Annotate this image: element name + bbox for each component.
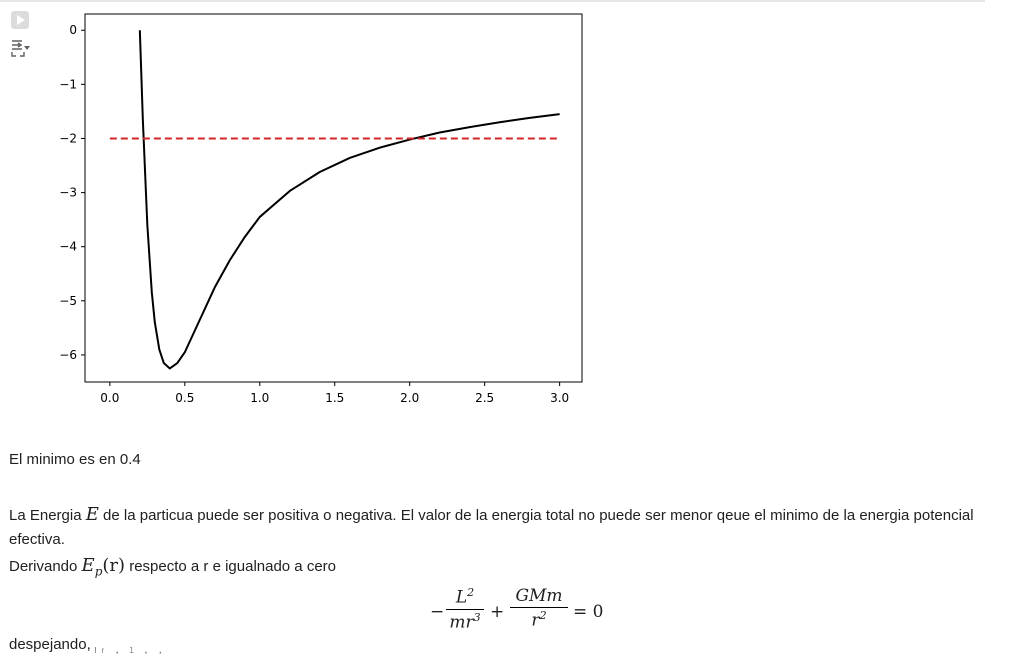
eq-den2-base: r — [531, 610, 540, 631]
x-tick-label: 1.0 — [250, 391, 269, 405]
energy-symbol: E — [85, 504, 99, 525]
eq-den1-base: mr — [449, 612, 474, 633]
x-tick-label: 2.0 — [400, 391, 419, 405]
line-chart: 0.0 0.5 1.0 1.5 2.0 2.5 3.0 0 −1 −2 −3 −4 −5 −6 — [59, 13, 583, 405]
eq-den1-sup: 3 — [473, 610, 481, 624]
eq-num1-base: L — [455, 587, 468, 608]
derivative-text-b: respecto a r e igualnado a cero — [125, 558, 336, 575]
eq-plus: + — [490, 602, 505, 622]
eq-fraction-1: L2 mr3 — [446, 586, 484, 632]
potential-symbol-arg: (r) — [102, 555, 126, 576]
eq-fraction-2: GMm r2 — [510, 586, 568, 631]
cell-top-border — [0, 0, 985, 2]
x-tick-label: 0.0 — [100, 391, 119, 405]
plot-frame — [84, 13, 583, 383]
eq-rhs: = 0 — [573, 602, 604, 622]
cell-gutter — [0, 0, 40, 653]
y-tick-label: −4 — [59, 240, 77, 254]
eq-numerator-1: L2 — [446, 586, 484, 608]
y-tick-label: −2 — [59, 131, 77, 145]
potential-symbol: Ep(r) — [81, 555, 126, 579]
output-collapse-icon — [11, 40, 30, 57]
y-tick-label: −3 — [59, 186, 77, 200]
eq-denominator-2: r2 — [510, 609, 568, 631]
eq-minus: − — [430, 602, 445, 622]
play-icon — [11, 11, 29, 29]
x-tick-label: 0.5 — [175, 391, 194, 405]
x-tick-label: 1.5 — [325, 391, 344, 405]
equation: − L2 mr3 + GMm r2 = 0 — [430, 586, 630, 642]
minimum-paragraph: El minimo es en 0.4 — [9, 448, 1009, 472]
eq-numerator-2: GMm — [515, 586, 563, 606]
energy-text-a: La Energia — [9, 507, 86, 524]
derivative-paragraph: Derivando Ep(r) respecto a r e igualnado… — [9, 554, 1009, 584]
run-cell-button[interactable] — [10, 10, 30, 30]
code-peek: ᴵʳ · ˡ · · — [92, 646, 165, 660]
energy-text: La Energia E de la particua puede ser po… — [9, 503, 1009, 552]
despejando-text: despejando, — [9, 636, 91, 653]
potential-curve — [138, 30, 560, 370]
y-tick-label: −6 — [59, 348, 77, 362]
eq-fraction-bar-2 — [510, 607, 568, 608]
y-tick-label: 0 — [69, 23, 77, 37]
potential-symbol-main: E — [81, 555, 95, 576]
x-tick-label: 3.0 — [550, 391, 569, 405]
y-tick-label: −5 — [59, 294, 77, 308]
energy-text-b: de la particua puede ser positiva o nega… — [9, 507, 974, 548]
eq-num1-sup: 2 — [467, 586, 475, 599]
derivative-text-a: Derivando — [9, 558, 82, 575]
x-tick-label: 2.5 — [475, 391, 494, 405]
potential-symbol-sub: p — [94, 564, 103, 579]
eq-denominator-1: mr3 — [446, 611, 484, 633]
derivative-text: Derivando Ep(r) respecto a r e igualnado… — [9, 554, 1009, 584]
eq-den2-sup: 2 — [539, 609, 547, 622]
y-tick-label: −1 — [59, 77, 77, 91]
minimum-text: El minimo es en 0.4 — [9, 451, 141, 468]
energy-paragraph: La Energia E de la particua puede ser po… — [9, 503, 1009, 552]
eq-fraction-bar-1 — [446, 608, 484, 610]
output-toggle-button[interactable] — [10, 38, 32, 58]
plot-output: 0.0 0.5 1.0 1.5 2.0 2.5 3.0 0 −1 −2 −3 −4 −5 −6 — [40, 4, 600, 424]
